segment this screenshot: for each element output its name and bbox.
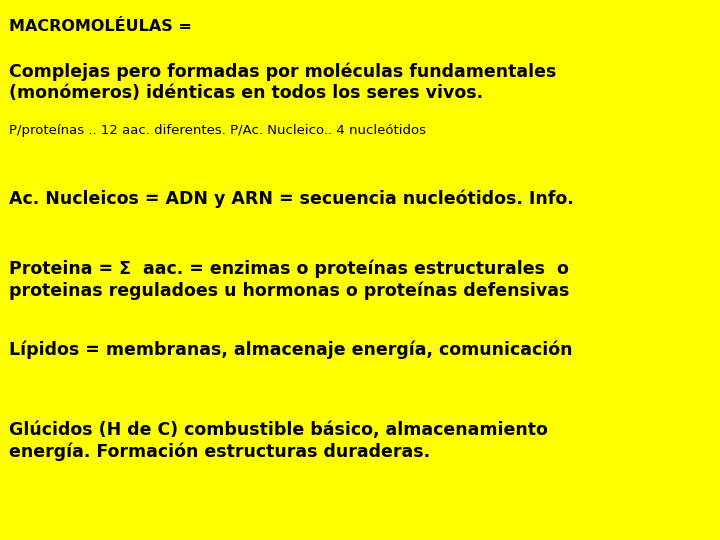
Text: Lípidos = membranas, almacenaje energía, comunicación: Lípidos = membranas, almacenaje energía,…	[9, 340, 573, 359]
Text: Complejas pero formadas por moléculas fundamentales
(monómeros) idénticas en tod: Complejas pero formadas por moléculas fu…	[9, 62, 557, 102]
Text: P/proteínas .. 12 aac. diferentes. P/Ac. Nucleico.. 4 nucleótidos: P/proteínas .. 12 aac. diferentes. P/Ac.…	[9, 124, 426, 137]
Text: Proteina = Σ  aac. = enzimas o proteínas estructurales  o
proteinas reguladoes u: Proteina = Σ aac. = enzimas o proteínas …	[9, 259, 570, 300]
Text: Glúcidos (H de C) combustible básico, almacenamiento
energía. Formación estructu: Glúcidos (H de C) combustible básico, al…	[9, 421, 548, 461]
Text: Ac. Nucleicos = ADN y ARN = secuencia nucleótidos. Info.: Ac. Nucleicos = ADN y ARN = secuencia nu…	[9, 189, 574, 207]
Text: MACROMOLÉULAS =: MACROMOLÉULAS =	[9, 19, 192, 34]
